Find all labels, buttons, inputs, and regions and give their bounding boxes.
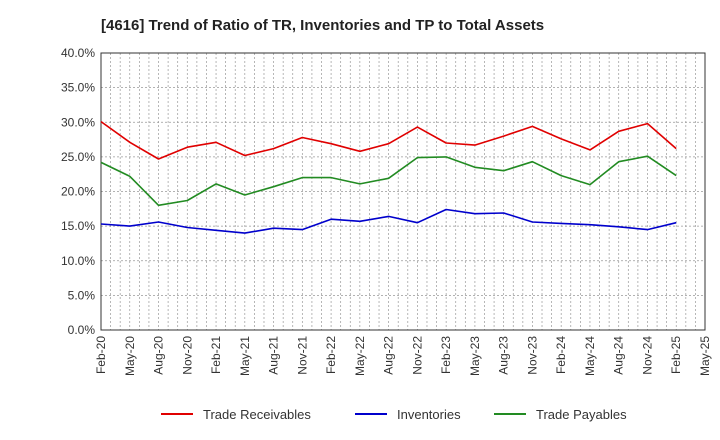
y-tick-label: 25.0% bbox=[61, 150, 95, 164]
series-line-2 bbox=[100, 155, 677, 207]
series-line-0 bbox=[100, 120, 677, 160]
x-tick-label: May-21 bbox=[238, 336, 252, 376]
x-tick-label: Aug-21 bbox=[267, 336, 281, 375]
y-tick-label: 20.0% bbox=[61, 185, 95, 199]
y-tick-label: 10.0% bbox=[61, 254, 95, 268]
x-tick-label: May-20 bbox=[123, 336, 137, 376]
y-axis-ticks: 0.0% 5.0% 10.0% 15.0% 20.0% 25.0% 30.0% 35.0% 40… bbox=[61, 46, 95, 337]
series-lines bbox=[100, 120, 677, 234]
legend: Trade Receivables Inventories Trade Payabl… bbox=[161, 407, 627, 422]
x-tick-label: Feb-21 bbox=[209, 336, 223, 374]
y-tick-label: 0.0% bbox=[68, 323, 96, 337]
y-tick-label: 15.0% bbox=[61, 219, 95, 233]
x-tick-label: May-22 bbox=[353, 336, 367, 376]
legend-label-1: Inventories bbox=[397, 407, 461, 422]
x-tick-label: Feb-25 bbox=[669, 336, 683, 374]
series-line-1 bbox=[100, 208, 677, 234]
grid bbox=[101, 52, 705, 331]
x-tick-label: Aug-23 bbox=[497, 336, 511, 375]
x-tick-label: Nov-22 bbox=[410, 336, 424, 375]
x-tick-label: Nov-20 bbox=[180, 336, 194, 375]
x-tick-label: Feb-22 bbox=[324, 336, 338, 374]
plot-frame bbox=[100, 52, 706, 331]
legend-label-0: Trade Receivables bbox=[203, 407, 311, 422]
x-tick-label: Aug-20 bbox=[152, 336, 166, 375]
x-tick-label: Feb-20 bbox=[94, 336, 108, 374]
y-tick-label: 5.0% bbox=[68, 288, 96, 302]
x-tick-label: Nov-24 bbox=[640, 336, 654, 375]
x-tick-label: Nov-23 bbox=[525, 336, 539, 375]
chart-title: [4616] Trend of Ratio of TR, Inventories… bbox=[101, 17, 544, 34]
x-tick-label: May-23 bbox=[468, 336, 482, 376]
x-tick-label: Aug-22 bbox=[382, 336, 396, 375]
x-tick-label: Feb-23 bbox=[439, 336, 453, 374]
legend-label-2: Trade Payables bbox=[536, 407, 627, 422]
x-axis-ticks: Feb-20 May-20 Aug-20 Nov-20 Feb-21 May-21 Aug-… bbox=[94, 336, 712, 376]
x-tick-label: Aug-24 bbox=[612, 336, 626, 375]
x-tick-label: May-24 bbox=[583, 336, 597, 376]
x-tick-label: Feb-24 bbox=[554, 336, 568, 374]
y-tick-label: 35.0% bbox=[61, 81, 95, 95]
x-tick-label: May-25 bbox=[698, 336, 712, 376]
x-tick-label: Nov-21 bbox=[295, 336, 309, 375]
y-tick-label: 30.0% bbox=[61, 115, 95, 129]
y-tick-label: 40.0% bbox=[61, 46, 95, 60]
